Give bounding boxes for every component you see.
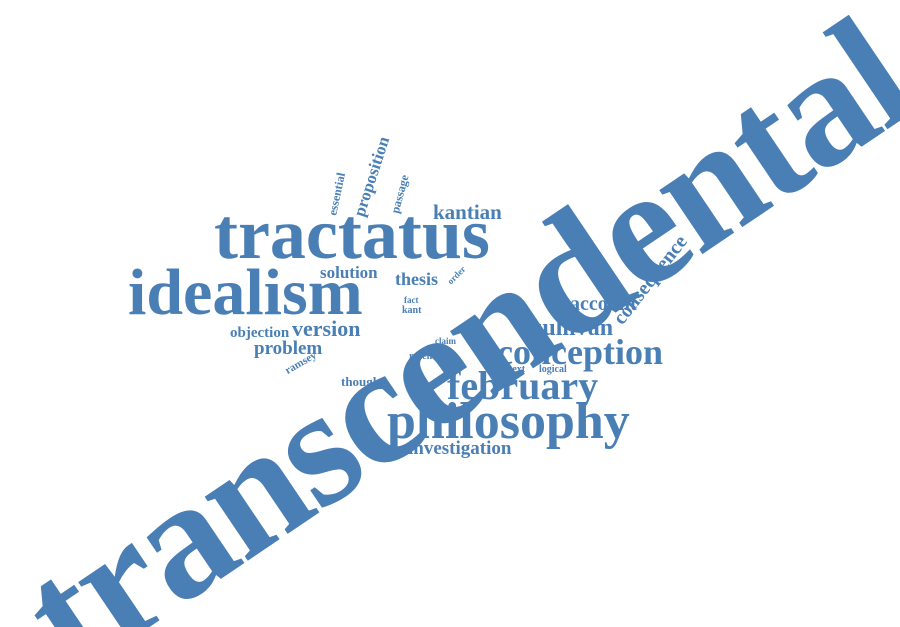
word-sullivan: sullivan — [533, 315, 614, 341]
word-tractatus: tractatus — [214, 194, 490, 274]
word-recent: recent — [409, 351, 436, 362]
word-february: february — [447, 363, 599, 408]
word-kantian: kantian — [433, 200, 502, 224]
word-investigation: investigation — [408, 438, 512, 459]
word-thought: thought — [341, 374, 385, 389]
word-philosophy: philosophy — [387, 393, 630, 450]
word-account: account — [570, 293, 637, 315]
word-logical: logical — [539, 364, 567, 375]
word-solution: solution — [320, 263, 378, 282]
word-thesis: thesis — [395, 269, 439, 289]
word-claim: claim — [435, 336, 456, 346]
word-fact: fact — [404, 295, 419, 305]
word-version: version — [292, 316, 361, 341]
word-objection: objection — [230, 325, 290, 341]
word-context: context — [494, 364, 526, 375]
word-problem: problem — [254, 338, 323, 359]
word-kant: kant — [402, 305, 422, 316]
word-conception: conception — [497, 332, 663, 372]
word-idealism: idealism — [128, 256, 363, 329]
